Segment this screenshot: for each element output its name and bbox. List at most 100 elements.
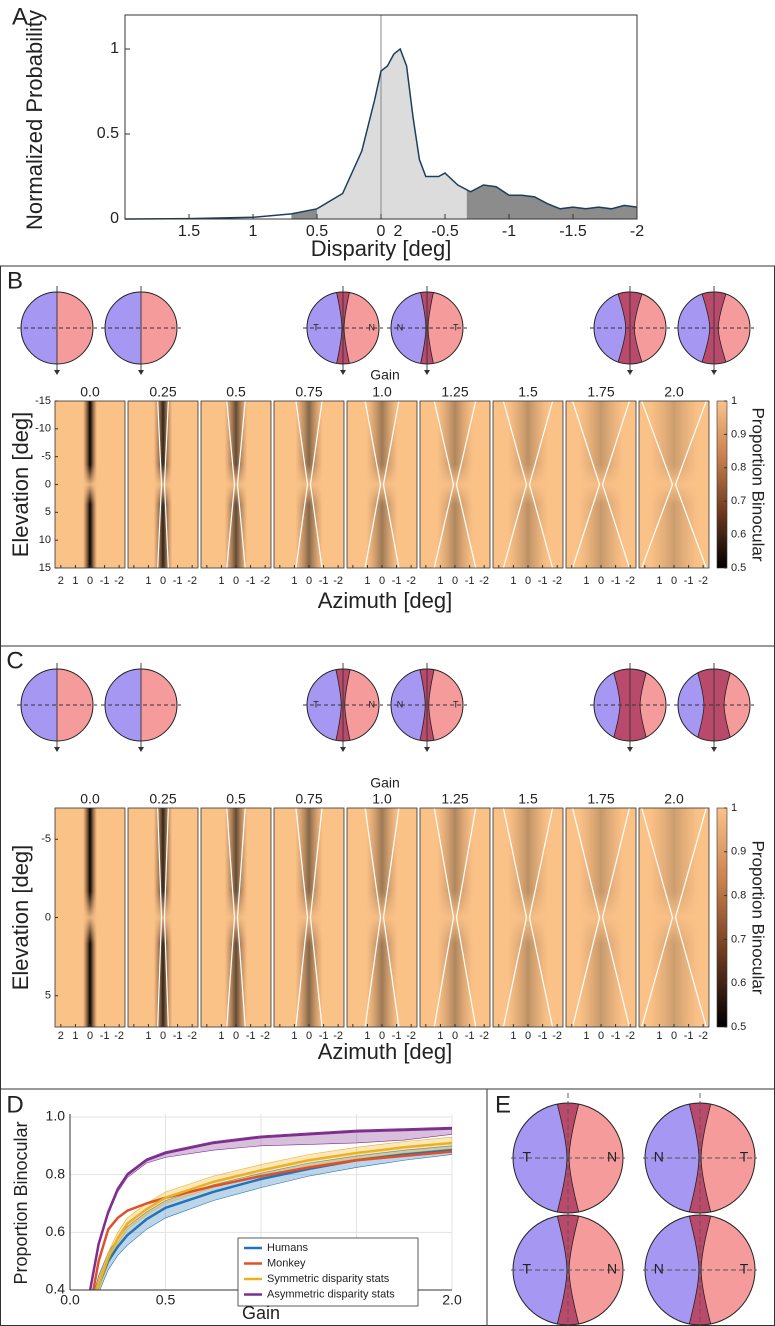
eye-label: N [369, 699, 376, 709]
colorbar-label: Proportion Binocular [749, 407, 768, 561]
plot-area [88, 1126, 452, 1290]
heatmap [639, 807, 709, 1028]
x-axis-label: Disparity [deg] [311, 236, 452, 261]
x-tick-label: -1 [684, 575, 694, 587]
y-tick-label: -5 [41, 833, 51, 845]
x-tick-label: -2 [698, 1030, 708, 1042]
heatmap [639, 400, 709, 569]
colorbar-tick-label: 0.5 [731, 562, 746, 574]
colorbar-tick-label: 1 [731, 395, 737, 407]
y-tick-label: 0.4 [46, 1281, 66, 1297]
x-tick-label: 1 [145, 575, 151, 587]
heatmap-center [347, 891, 417, 944]
x-tick-label: -1 [319, 575, 329, 587]
horopter-line [309, 807, 323, 1028]
x-tick-label: 2 [58, 575, 64, 587]
horopter-line [157, 807, 163, 1028]
eye-label: T [453, 699, 459, 709]
x-tick-label: -1 [392, 1030, 402, 1042]
heatmap-center [566, 464, 636, 505]
x-tick-label: 1 [291, 575, 297, 587]
eye-label: N [369, 322, 376, 332]
series-line [88, 1127, 452, 1290]
legend-label: Monkey [267, 1257, 306, 1269]
x-tick-label: -1 [684, 1030, 694, 1042]
eye-arrow [627, 747, 633, 752]
eye-arrow [424, 370, 430, 375]
x-tick-label: -0.5 [431, 223, 459, 240]
x-tick-label: -2 [698, 575, 708, 587]
x-tick-label: -1 [246, 1030, 256, 1042]
eye-diagram [590, 286, 670, 375]
horopter-line [502, 400, 528, 569]
heatmap [201, 400, 271, 569]
x-tick-label: 0 [160, 1030, 166, 1042]
horopter-line [528, 400, 554, 569]
heatmap-center [55, 464, 125, 505]
colorbar-tick-label: 0.6 [731, 529, 746, 541]
x-tick-label: 1 [364, 575, 370, 587]
heatmap-center [566, 891, 636, 944]
x-tick-label: -1 [611, 575, 621, 587]
panel-label: D [6, 1091, 23, 1118]
panel-label: E [495, 1091, 511, 1118]
x-tick-label: 0 [452, 575, 458, 587]
y-axis-label: Elevation [deg] [8, 845, 33, 991]
colorbar [716, 807, 728, 1028]
x-tick-label: 0 [671, 1030, 677, 1042]
heatmap-center [639, 464, 709, 505]
colorbar-tick-label: 1 [731, 802, 737, 814]
gain-title: Gain [370, 775, 400, 791]
gain-label: 1.25 [441, 791, 468, 807]
heatmap-center [347, 464, 417, 505]
colorbar-tick-label: 0.8 [731, 890, 746, 902]
x-tick-label: 1 [249, 223, 258, 240]
legend-label: Humans [267, 1242, 308, 1254]
horopter-line [433, 807, 455, 1028]
x-tick-label: 0 [233, 575, 239, 587]
x-tick-label: 0 [306, 1030, 312, 1042]
heatmap-center [55, 891, 125, 944]
x-tick-label: 2 [58, 1030, 64, 1042]
x-tick-label: 0 [598, 575, 604, 587]
y-tick-label: 0.5 [97, 125, 119, 142]
y-tick-label: 0.6 [46, 1223, 66, 1239]
horopter-line [226, 400, 236, 569]
horopter-line [433, 400, 455, 569]
x-tick-label: -1 [465, 575, 475, 587]
colorbar-tick-label: 0.8 [731, 462, 746, 474]
gain-label: 0.0 [80, 791, 100, 807]
gain-label: 2.0 [664, 384, 684, 400]
x-tick-label: 0 [87, 575, 93, 587]
x-tick-label: 0 [525, 1030, 531, 1042]
heatmap [566, 807, 636, 1028]
horopter-line [364, 807, 382, 1028]
x-tick-label: 1 [437, 1030, 443, 1042]
x-tick-label: -1 [538, 1030, 548, 1042]
colorbar-label: Proportion Binocular [749, 840, 768, 994]
eye-label: T [313, 699, 319, 709]
x-tick-label: -2 [114, 575, 124, 587]
heatmap [55, 401, 125, 568]
gain-label: 1.75 [587, 791, 614, 807]
gain-label: 0.25 [149, 791, 176, 807]
eye-label: N [654, 1261, 664, 1277]
gain-label: 0.0 [80, 384, 100, 400]
panel-label: C [6, 647, 23, 674]
x-tick-label: 1 [364, 1030, 370, 1042]
x-tick-label: -2 [260, 575, 270, 587]
x-tick-label: 0 [671, 575, 677, 587]
horopter-line [674, 400, 707, 569]
eye-label: T [522, 1149, 531, 1165]
x-tick-label: -1 [319, 1030, 329, 1042]
y-tick-label: -15 [35, 395, 51, 407]
y-axis-label: Elevation [deg] [8, 412, 33, 558]
horopter-line [455, 400, 477, 569]
heatmap [420, 400, 490, 569]
eye-diagram [674, 286, 754, 375]
y-tick-label: 0 [110, 210, 119, 227]
x-tick-label: 0.0 [60, 1292, 80, 1308]
